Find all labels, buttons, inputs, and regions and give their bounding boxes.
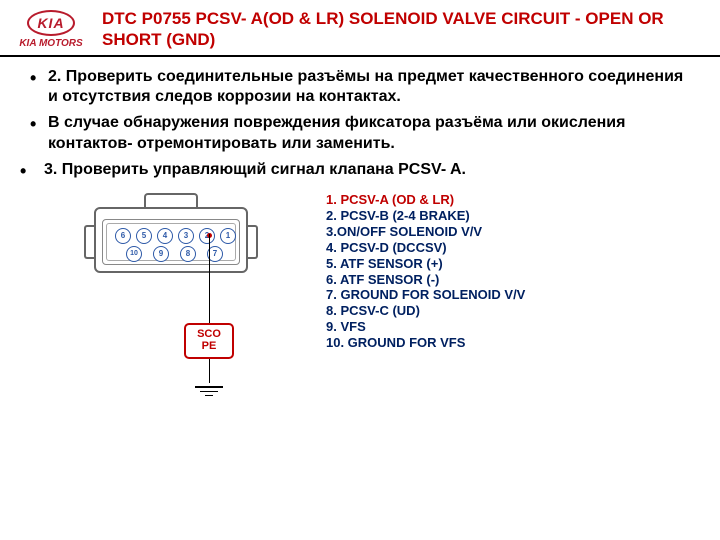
legend-item: 6. ATF SENSOR (-) [326,273,694,288]
legend-item: 1. PCSV-A (OD & LR) [326,193,694,208]
kia-logo-text: KIA [37,15,64,31]
scope-label: SCOPE [197,329,221,352]
pin-legend: 1. PCSV-A (OD & LR)2. PCSV-B (2-4 BRAKE)… [326,189,694,449]
legend-item: 10. GROUND FOR VFS [326,336,694,351]
kia-logo: KIA KIA MOTORS [12,10,90,49]
connector-ear-left [84,225,94,259]
lower-section: 6 5 4 3 2 1 10 9 8 7 [26,189,694,449]
scope-wire [209,234,210,326]
connector-inner: 6 5 4 3 2 1 10 9 8 7 [102,219,240,265]
bullet-list-inner: 2. Проверить соединительные разъёмы на п… [26,67,694,155]
legend-item: 5. ATF SENSOR (+) [326,257,694,272]
bullet-item: 2. Проверить соединительные разъёмы на п… [26,67,694,108]
legend-item: 3.ON/OFF SOLENOID V/V [326,225,694,240]
kia-logo-oval: KIA [27,10,75,36]
header: KIA KIA MOTORS DTC P0755 PCSV- A(OD & LR… [0,0,720,57]
connector-ear-right [248,225,258,259]
legend-item: 7. GROUND FOR SOLENOID V/V [326,288,694,303]
legend-item: 2. PCSV-B (2-4 BRAKE) [326,209,694,224]
bullet-list-outer: 3. Проверить управляющий сигнал клапана … [26,160,694,180]
scope-box: SCOPE [184,323,234,359]
pin-9: 9 [153,246,169,262]
bullet-item: В случае обнаружения повреждения фиксато… [26,113,694,154]
bullet-item: 3. Проверить управляющий сигнал клапана … [26,160,694,180]
legend-item: 8. PCSV-C (UD) [326,304,694,319]
page-title: DTC P0755 PCSV- A(OD & LR) SOLENOID VALV… [90,8,708,51]
pin-row-bottom: 10 9 8 7 [113,228,229,256]
ground-wire [209,359,210,383]
content: 2. Проверить соединительные разъёмы на п… [0,57,720,449]
connector-diagram: 6 5 4 3 2 1 10 9 8 7 [26,189,326,449]
legend-item: 4. PCSV-D (DCCSV) [326,241,694,256]
connector-tab [144,193,198,207]
connector-inner2: 6 5 4 3 2 1 10 9 8 7 [106,223,236,261]
connector-body: 6 5 4 3 2 1 10 9 8 7 [94,207,248,273]
legend-item: 9. VFS [326,320,694,335]
pin-10: 10 [126,246,142,262]
ground-symbol [194,383,224,399]
kia-logo-subtext: KIA MOTORS [12,38,90,49]
connector-shell: 6 5 4 3 2 1 10 9 8 7 [94,207,248,273]
pin-8: 8 [180,246,196,262]
